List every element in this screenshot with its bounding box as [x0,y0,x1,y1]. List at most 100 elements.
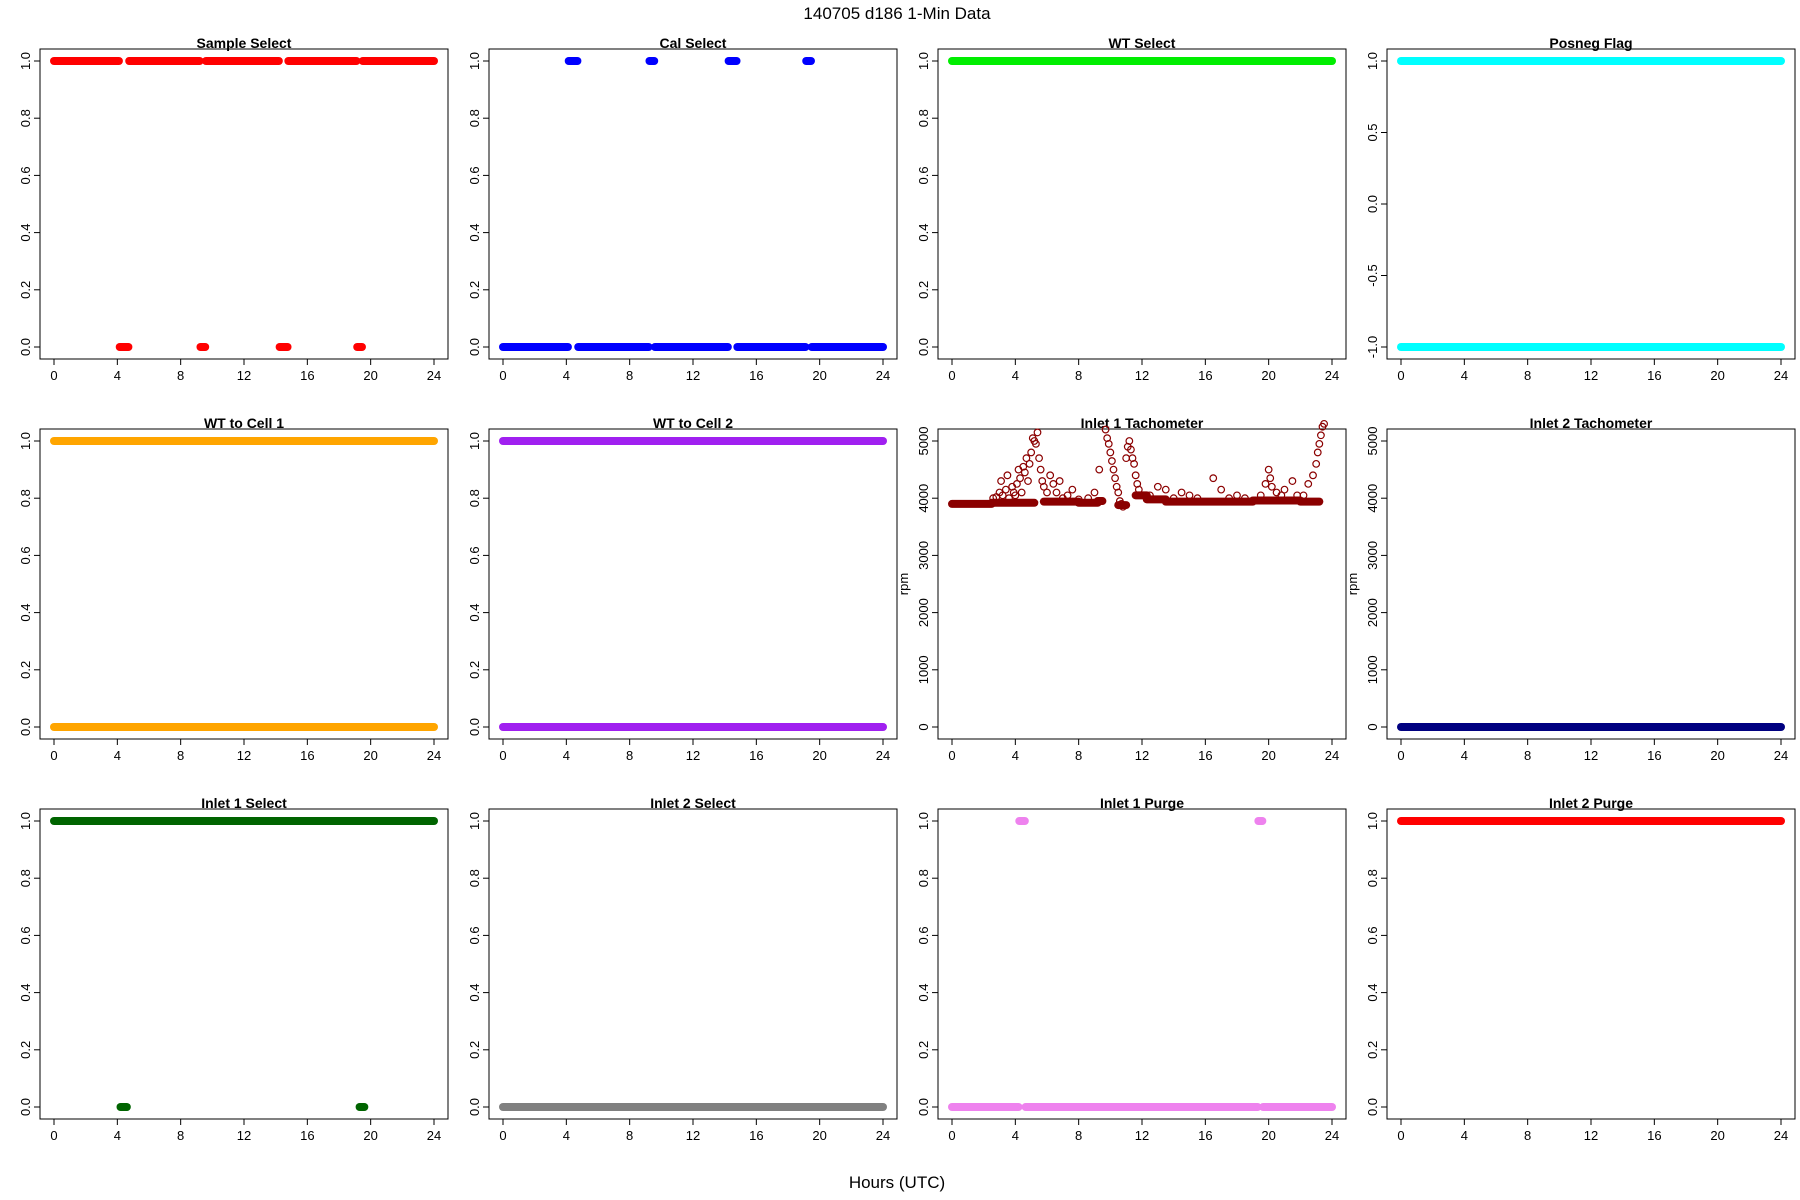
data-point [1013,480,1021,488]
y-tick-label: 0.2 [1365,1041,1380,1059]
x-tick-label: 12 [1135,748,1149,763]
data-point [1025,459,1034,468]
x-tick-label: 12 [686,748,700,763]
panel-title: Inlet 1 Purge [1100,795,1184,811]
data-point [1131,471,1140,480]
data-point [1035,454,1043,463]
y-tick-label: 1000 [1365,655,1380,684]
y-tick-label: 4000 [916,484,931,513]
x-tick-label: 20 [1710,748,1724,763]
x-tick-label: 8 [1075,368,1082,383]
y-tick-label: 0.4 [18,224,33,242]
plot-frame [937,808,1347,1120]
data-point [1005,494,1013,503]
y-tick-label: 0.0 [18,718,33,736]
x-tick-label: 0 [1397,748,1404,763]
y-tick-label: 0.0 [467,1098,482,1116]
data-point [1225,494,1233,503]
x-tick-label: 24 [427,748,441,763]
data-point [1299,491,1308,500]
data-point [1127,445,1135,454]
x-tick-label: 12 [237,748,251,763]
y-tick-label: 0.4 [18,604,33,622]
data-point [1032,439,1040,448]
data-point [1309,471,1317,480]
plot-frame [488,808,898,1120]
plot-frame [39,808,449,1120]
x-tick-label: 0 [499,1128,506,1143]
y-tick-label: 0.2 [18,1041,33,1059]
data-point [1055,477,1064,485]
x-tick-label: 8 [177,1128,184,1143]
data-point [1036,465,1045,474]
data-point [1068,485,1077,494]
data-point [1104,439,1113,448]
x-tick-label: 24 [1774,748,1788,763]
y-tick-label: 0.0 [916,1098,931,1116]
y-tick-label: 0.0 [1365,1098,1380,1116]
y-tick-label: 0.6 [18,546,33,564]
x-tick-label: 20 [1710,1128,1724,1143]
y-tick-label: 0.2 [18,661,33,679]
x-tick-label: 8 [626,748,633,763]
data-point [1039,482,1048,491]
x-tick-label: 0 [499,748,506,763]
x-tick-label: 24 [427,368,441,383]
data-point [1101,425,1110,434]
x-tick-label: 12 [1584,748,1598,763]
data-point [1264,465,1273,474]
data-point [1109,465,1118,474]
data-point [1024,477,1032,485]
y-tick-label: 0.4 [18,984,33,1002]
x-tick-label: 24 [876,368,890,383]
panel-inlet-1-purge: Inlet 1 Purge 0 4 8 12 16 20 24 0.0 0.2 0.4 0.6 0.8 1… [916,795,1347,1143]
plot-frame [937,48,1347,360]
panel-title: Inlet 1 Tachometer [1081,415,1204,431]
y-tick-label: 0.2 [467,281,482,299]
x-tick-label: 20 [812,748,826,763]
data-point [1003,471,1012,480]
x-tick-label: 16 [1198,748,1212,763]
x-tick-label: 20 [812,1128,826,1143]
y-tick-label: 1.0 [916,812,931,830]
y-tick-label: 1.0 [467,52,482,70]
plot-frame [39,48,449,360]
y-tick-label: 0.8 [18,489,33,507]
x-tick-label: 4 [1012,368,1019,383]
data-point [1146,491,1154,500]
x-tick-label: 4 [1461,368,1468,383]
y-tick-label: 0.0 [467,338,482,356]
x-tick-label: 12 [1135,1128,1149,1143]
x-tick-label: 8 [1524,748,1531,763]
data-point [1261,480,1270,488]
data-point [1020,468,1029,477]
y-tick-label: 0.6 [1365,926,1380,944]
x-tick-label: 24 [1325,748,1339,763]
y-tick-label: 0.4 [467,224,482,242]
y-tick-label: 1.0 [1365,812,1380,830]
y-tick-label: 0.8 [1365,869,1380,887]
x-tick-label: 16 [1647,1128,1661,1143]
y-tick-label: 0.0 [18,338,33,356]
x-tick-label: 20 [363,1128,377,1143]
data-point [1084,494,1093,503]
y-tick-label: 0.0 [916,338,931,356]
y-tick-label: 0.8 [18,869,33,887]
y-axis-label: rpm [896,573,911,595]
x-tick-label: 0 [948,368,955,383]
y-tick-label: 0.0 [1365,195,1380,213]
panel-title: Inlet 2 Purge [1549,795,1633,811]
y-tick-label: 0.6 [18,926,33,944]
panel-inlet-2-select: Inlet 2 Select 0 4 8 12 16 20 24 0.0 0.2 0.4 0.6 0.8… [467,795,898,1143]
panel-inlet-2-tachometer: Inlet 2 Tachometer 0 4 8 12 16 20 24 0 1000 2000 30… [1345,415,1796,763]
y-tick-label: 0.8 [467,109,482,127]
x-tick-label: 0 [948,748,955,763]
data-point [1043,488,1051,497]
data-point [1111,474,1119,483]
plot-frame [488,428,898,740]
panel-title: WT to Cell 1 [204,415,284,431]
x-tick-label: 16 [749,1128,763,1143]
x-tick-label: 16 [300,368,314,383]
data-point [1125,437,1134,445]
data-point [1001,485,1010,494]
